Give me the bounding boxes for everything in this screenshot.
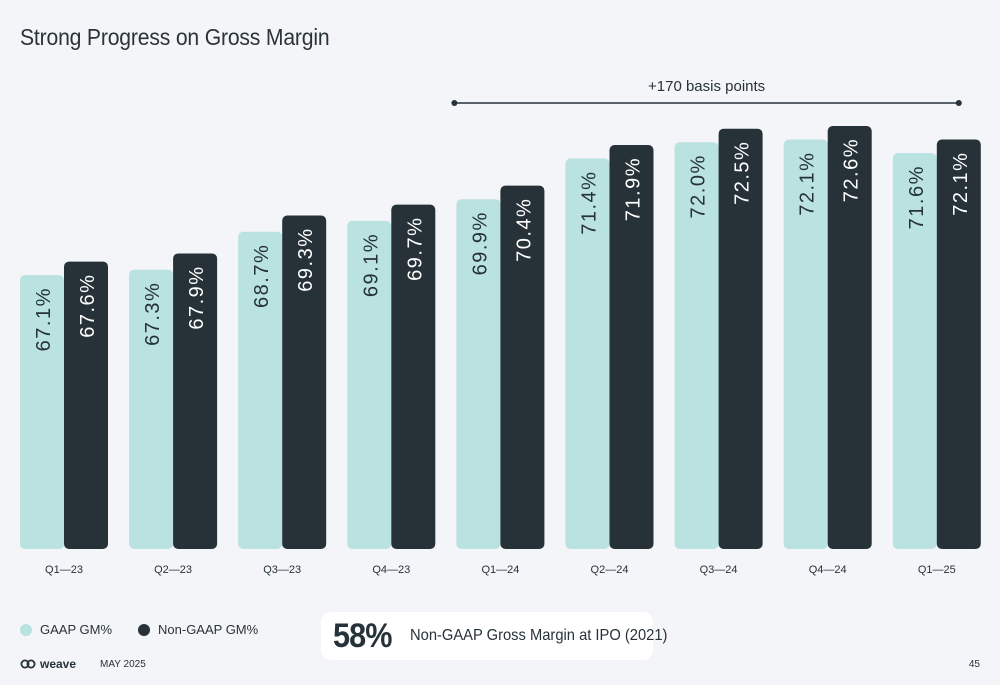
- callout-text: Non-GAAP Gross Margin at IPO (2021): [410, 627, 668, 644]
- legend-label-nongaap: Non-GAAP GM%: [158, 622, 259, 637]
- page-title: Strong Progress on Gross Margin: [20, 24, 330, 50]
- data-label-gaap-8: 71.6%: [906, 165, 928, 229]
- weave-logo-icon: [20, 659, 36, 669]
- data-label-nongaap-2: 69.3%: [295, 227, 317, 291]
- bar-gaap-2: [238, 231, 283, 549]
- footer-date: MAY 2025: [100, 659, 146, 670]
- bar-nongaap-6: [718, 128, 763, 549]
- bar-gaap-4: [456, 199, 501, 549]
- callout-value: 58%: [333, 616, 392, 655]
- bar-nongaap-3: [391, 204, 436, 549]
- x-tick-0: Q1—23: [45, 564, 83, 576]
- data-label-gaap-7: 72.1%: [797, 152, 819, 216]
- data-label-gaap-6: 72.0%: [688, 154, 710, 218]
- bar-nongaap-0: [64, 261, 108, 549]
- data-label-nongaap-0: 67.6%: [77, 274, 99, 338]
- data-label-gaap-5: 71.4%: [579, 171, 601, 235]
- bar-nongaap-1: [173, 253, 218, 549]
- legend-swatch-gaap: [20, 623, 32, 636]
- data-label-nongaap-4: 70.4%: [513, 198, 535, 262]
- bar-nongaap-4: [500, 185, 545, 549]
- annotation-dot-1: [955, 100, 962, 106]
- data-label-gaap-0: 67.1%: [33, 287, 55, 351]
- bar-gaap-8: [892, 153, 937, 549]
- x-tick-6: Q3—24: [700, 564, 738, 576]
- x-tick-3: Q4—23: [372, 564, 410, 576]
- gross-margin-bar-chart: +170 basis points 67.1% 67.6% 67.3% 67.9% 68…: [20, 78, 981, 576]
- x-tick-7: Q4—24: [809, 564, 847, 576]
- x-tick-2: Q3—23: [263, 564, 301, 576]
- legend-item-gaap: GAAP GM%: [20, 622, 112, 637]
- bars-group: 67.1% 67.6% 67.3% 67.9% 68.7% 69.3% 69.1% 69.7%…: [20, 126, 981, 550]
- data-label-nongaap-1: 67.9%: [186, 265, 208, 329]
- bar-gaap-6: [674, 142, 719, 549]
- bar-gaap-0: [20, 275, 64, 549]
- ipo-callout: 58% Non-GAAP Gross Margin at IPO (2021): [321, 612, 667, 660]
- data-label-gaap-2: 68.7%: [251, 244, 273, 308]
- x-tick-1: Q2—23: [154, 564, 192, 576]
- data-label-nongaap-6: 72.5%: [732, 141, 754, 205]
- data-label-nongaap-5: 71.9%: [623, 157, 645, 221]
- brand-logo: weave: [20, 657, 76, 671]
- bar-nongaap-7: [827, 126, 872, 549]
- bar-gaap-5: [565, 158, 610, 550]
- data-label-nongaap-8: 72.1%: [950, 152, 972, 216]
- data-label-gaap-3: 69.1%: [360, 233, 382, 297]
- bar-nongaap-5: [609, 144, 654, 549]
- brand-name: weave: [40, 657, 77, 671]
- annotation-dot-0: [451, 100, 458, 106]
- x-tick-4: Q1—24: [481, 564, 519, 576]
- bar-gaap-7: [783, 139, 828, 550]
- x-tick-5: Q2—24: [591, 564, 629, 576]
- data-label-gaap-4: 69.9%: [469, 211, 491, 275]
- annotation-text: +170 basis points: [648, 78, 765, 95]
- bar-gaap-3: [347, 220, 392, 549]
- legend-item-nongaap: Non-GAAP GM%: [138, 622, 258, 637]
- data-label-nongaap-7: 72.6%: [841, 138, 863, 202]
- x-tick-8: Q1—25: [918, 564, 956, 576]
- data-label-nongaap-3: 69.7%: [404, 217, 426, 281]
- legend-swatch-nongaap: [138, 623, 151, 636]
- bar-gaap-1: [129, 269, 174, 549]
- legend: GAAP GM% Non-GAAP GM%: [20, 622, 258, 637]
- page-number: 45: [968, 659, 980, 670]
- annotation-group: +170 basis points: [451, 78, 962, 106]
- bar-nongaap-2: [282, 215, 327, 549]
- bar-nongaap-8: [936, 139, 981, 550]
- legend-label-gaap: GAAP GM%: [40, 622, 113, 637]
- data-label-gaap-1: 67.3%: [142, 282, 164, 346]
- x-tick-labels: Q1—23 Q2—23 Q3—23 Q4—23 Q1—24 Q2—24 Q3—24 Q4—24…: [45, 564, 956, 576]
